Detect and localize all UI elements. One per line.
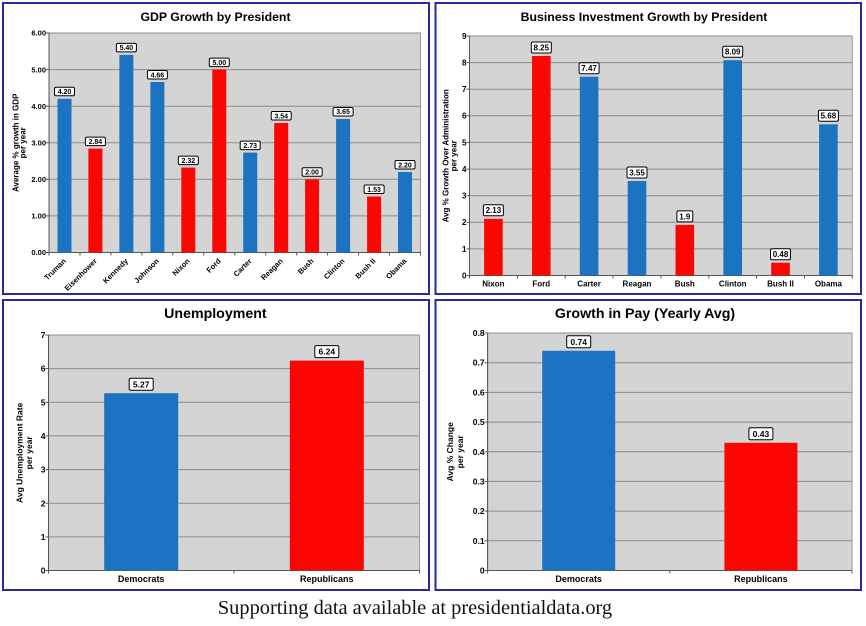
svg-text:0.2: 0.2 xyxy=(473,506,485,516)
svg-text:2.84: 2.84 xyxy=(89,139,103,146)
svg-text:Clinton: Clinton xyxy=(719,280,747,289)
svg-text:1: 1 xyxy=(41,532,46,542)
svg-text:6.00: 6.00 xyxy=(31,29,46,38)
svg-text:Avg % Change: Avg % Change xyxy=(445,422,455,481)
svg-text:Unemployment: Unemployment xyxy=(164,306,267,322)
svg-text:2: 2 xyxy=(41,498,46,508)
svg-text:5.68: 5.68 xyxy=(821,112,837,121)
svg-text:Republicans: Republicans xyxy=(300,574,354,584)
svg-text:3: 3 xyxy=(462,192,467,201)
svg-text:5.40: 5.40 xyxy=(120,45,134,52)
svg-text:per year: per year xyxy=(19,127,28,158)
svg-text:5.00: 5.00 xyxy=(212,60,226,67)
svg-text:3.65: 3.65 xyxy=(336,109,350,116)
svg-text:per year: per year xyxy=(450,140,459,171)
svg-text:1: 1 xyxy=(462,245,467,254)
svg-text:4.66: 4.66 xyxy=(151,72,165,79)
svg-text:0.7: 0.7 xyxy=(473,358,485,368)
svg-text:per year: per year xyxy=(24,436,34,470)
svg-text:Average % growth in GDP: Average % growth in GDP xyxy=(12,93,21,192)
svg-text:Nixon: Nixon xyxy=(482,280,504,289)
svg-text:6: 6 xyxy=(462,112,467,121)
svg-text:4.00: 4.00 xyxy=(31,102,46,111)
svg-text:Bush II: Bush II xyxy=(767,280,794,289)
svg-text:Business Investment Growth by: Business Investment Growth by President xyxy=(521,10,768,24)
svg-text:Reagan: Reagan xyxy=(623,280,652,289)
svg-text:2: 2 xyxy=(462,218,467,227)
svg-text:5.27: 5.27 xyxy=(133,379,150,389)
svg-text:Avg Unemployment Rate: Avg Unemployment Rate xyxy=(15,402,25,503)
svg-text:0: 0 xyxy=(41,566,46,576)
svg-text:0.8: 0.8 xyxy=(473,328,485,338)
svg-text:8.09: 8.09 xyxy=(725,48,741,57)
svg-text:1.9: 1.9 xyxy=(679,212,691,221)
svg-text:3.00: 3.00 xyxy=(31,138,46,147)
svg-text:4.20: 4.20 xyxy=(58,89,72,96)
svg-text:Carter: Carter xyxy=(577,280,601,289)
svg-text:Bush: Bush xyxy=(675,280,695,289)
svg-text:7: 7 xyxy=(41,330,46,340)
svg-text:Avg % Growth Over Administrati: Avg % Growth Over Administration xyxy=(442,89,451,222)
svg-text:Republicans: Republicans xyxy=(734,574,788,584)
svg-text:0.74: 0.74 xyxy=(570,337,587,347)
svg-text:Ford: Ford xyxy=(532,280,550,289)
svg-text:6.24: 6.24 xyxy=(319,347,336,357)
svg-text:0: 0 xyxy=(480,566,485,576)
svg-text:0.3: 0.3 xyxy=(473,477,485,487)
svg-text:Supporting data available at p: Supporting data available at presidentia… xyxy=(218,597,612,619)
svg-text:1.53: 1.53 xyxy=(367,187,381,194)
svg-text:7: 7 xyxy=(462,85,467,94)
svg-text:0.48: 0.48 xyxy=(773,250,789,259)
svg-text:2.00: 2.00 xyxy=(305,170,319,177)
svg-text:7.47: 7.47 xyxy=(581,64,597,73)
svg-text:8.25: 8.25 xyxy=(534,43,550,52)
svg-text:6: 6 xyxy=(41,364,46,374)
svg-text:Growth in Pay (Yearly Avg): Growth in Pay (Yearly Avg) xyxy=(555,306,736,322)
svg-text:1.00: 1.00 xyxy=(31,212,46,221)
svg-text:4: 4 xyxy=(462,165,467,174)
svg-text:GDP Growth by President: GDP Growth by President xyxy=(140,10,290,24)
svg-text:2.32: 2.32 xyxy=(181,158,195,165)
svg-text:Obama: Obama xyxy=(815,280,843,289)
svg-text:2.13: 2.13 xyxy=(486,206,502,215)
svg-text:9: 9 xyxy=(462,32,467,41)
svg-text:5: 5 xyxy=(41,397,46,407)
svg-text:0.5: 0.5 xyxy=(473,417,485,427)
svg-text:8: 8 xyxy=(462,59,467,68)
svg-text:0: 0 xyxy=(462,271,467,280)
svg-text:2.20: 2.20 xyxy=(398,162,412,169)
svg-text:3: 3 xyxy=(41,465,46,475)
svg-text:0.00: 0.00 xyxy=(31,248,46,257)
svg-text:Democrats: Democrats xyxy=(118,574,165,584)
svg-text:5: 5 xyxy=(462,138,467,147)
svg-text:3.55: 3.55 xyxy=(629,168,645,177)
svg-text:0.4: 0.4 xyxy=(473,447,485,457)
svg-text:2.73: 2.73 xyxy=(243,143,257,150)
svg-text:0.1: 0.1 xyxy=(473,536,485,546)
svg-text:4: 4 xyxy=(41,431,46,441)
svg-text:0.6: 0.6 xyxy=(473,387,485,397)
svg-text:2.00: 2.00 xyxy=(31,175,46,184)
svg-text:3.54: 3.54 xyxy=(274,113,288,120)
svg-text:Democrats: Democrats xyxy=(555,574,602,584)
svg-text:5.00: 5.00 xyxy=(31,65,46,74)
svg-text:0.43: 0.43 xyxy=(753,429,770,439)
svg-text:per year: per year xyxy=(455,435,465,469)
